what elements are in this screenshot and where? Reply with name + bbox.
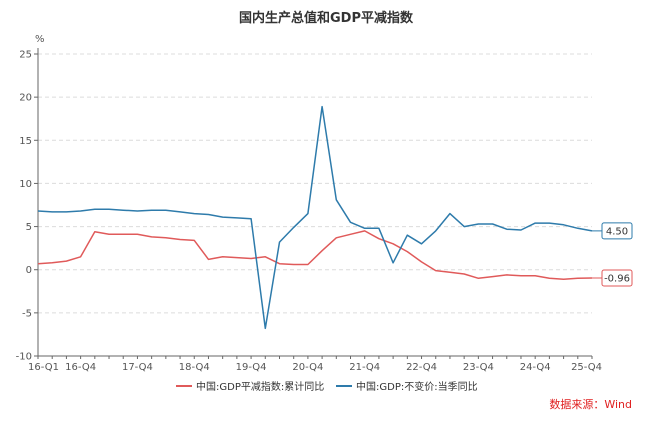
axes: -10 -5 0 5 10 15 20 25 16-Q1 16-Q4 17-Q4 18-Q4 19-Q4… xyxy=(16,48,602,373)
end-label-box xyxy=(601,269,633,287)
series-lines xyxy=(37,105,593,330)
grid-lines xyxy=(38,53,592,314)
x-tick-label: 20-Q4 xyxy=(292,362,323,373)
y-tick-label: -5 xyxy=(22,308,32,319)
y-axis-unit: % xyxy=(35,34,45,45)
y-tick-label: -10 xyxy=(16,352,32,363)
y-tick-label: 25 xyxy=(19,50,32,61)
data-source-note: 数据来源：Wind xyxy=(549,397,632,411)
series-line-1 xyxy=(37,105,593,330)
x-tick-label: 24-Q4 xyxy=(520,362,551,373)
y-tick-label: 20 xyxy=(19,93,32,104)
x-tick-label: 21-Q4 xyxy=(349,362,380,373)
end-label-value: -0.96 xyxy=(604,273,630,284)
end-labels: -0.96 4.50 xyxy=(592,222,633,287)
x-tick-label: 25-Q4 xyxy=(571,362,602,373)
y-tick-label: 5 xyxy=(26,222,32,233)
y-tick-label: 15 xyxy=(19,136,32,147)
y-tick-label: 0 xyxy=(26,265,32,276)
x-tick-label: 17-Q4 xyxy=(122,362,153,373)
y-tick-label: 10 xyxy=(19,179,32,190)
end-label-box xyxy=(601,222,633,240)
x-tick-label: 18-Q4 xyxy=(179,362,210,373)
legend-label: 中国:GDP:不变价:当季同比 xyxy=(356,380,478,393)
x-tick-label: 22-Q4 xyxy=(406,362,437,373)
series-line-0 xyxy=(37,230,593,280)
legend: 中国:GDP平减指数:累计同比 中国:GDP:不变价:当季同比 xyxy=(176,380,478,393)
legend-label: 中国:GDP平减指数:累计同比 xyxy=(196,380,324,393)
x-tick-label: 19-Q4 xyxy=(236,362,267,373)
x-tick-label: 23-Q4 xyxy=(463,362,494,373)
x-tick-label: 16-Q4 xyxy=(65,362,96,373)
chart-title: 国内生产总值和GDP平减指数 xyxy=(239,10,414,26)
x-tick-label: 16-Q1 xyxy=(28,362,59,373)
end-label-value: 4.50 xyxy=(606,226,628,237)
